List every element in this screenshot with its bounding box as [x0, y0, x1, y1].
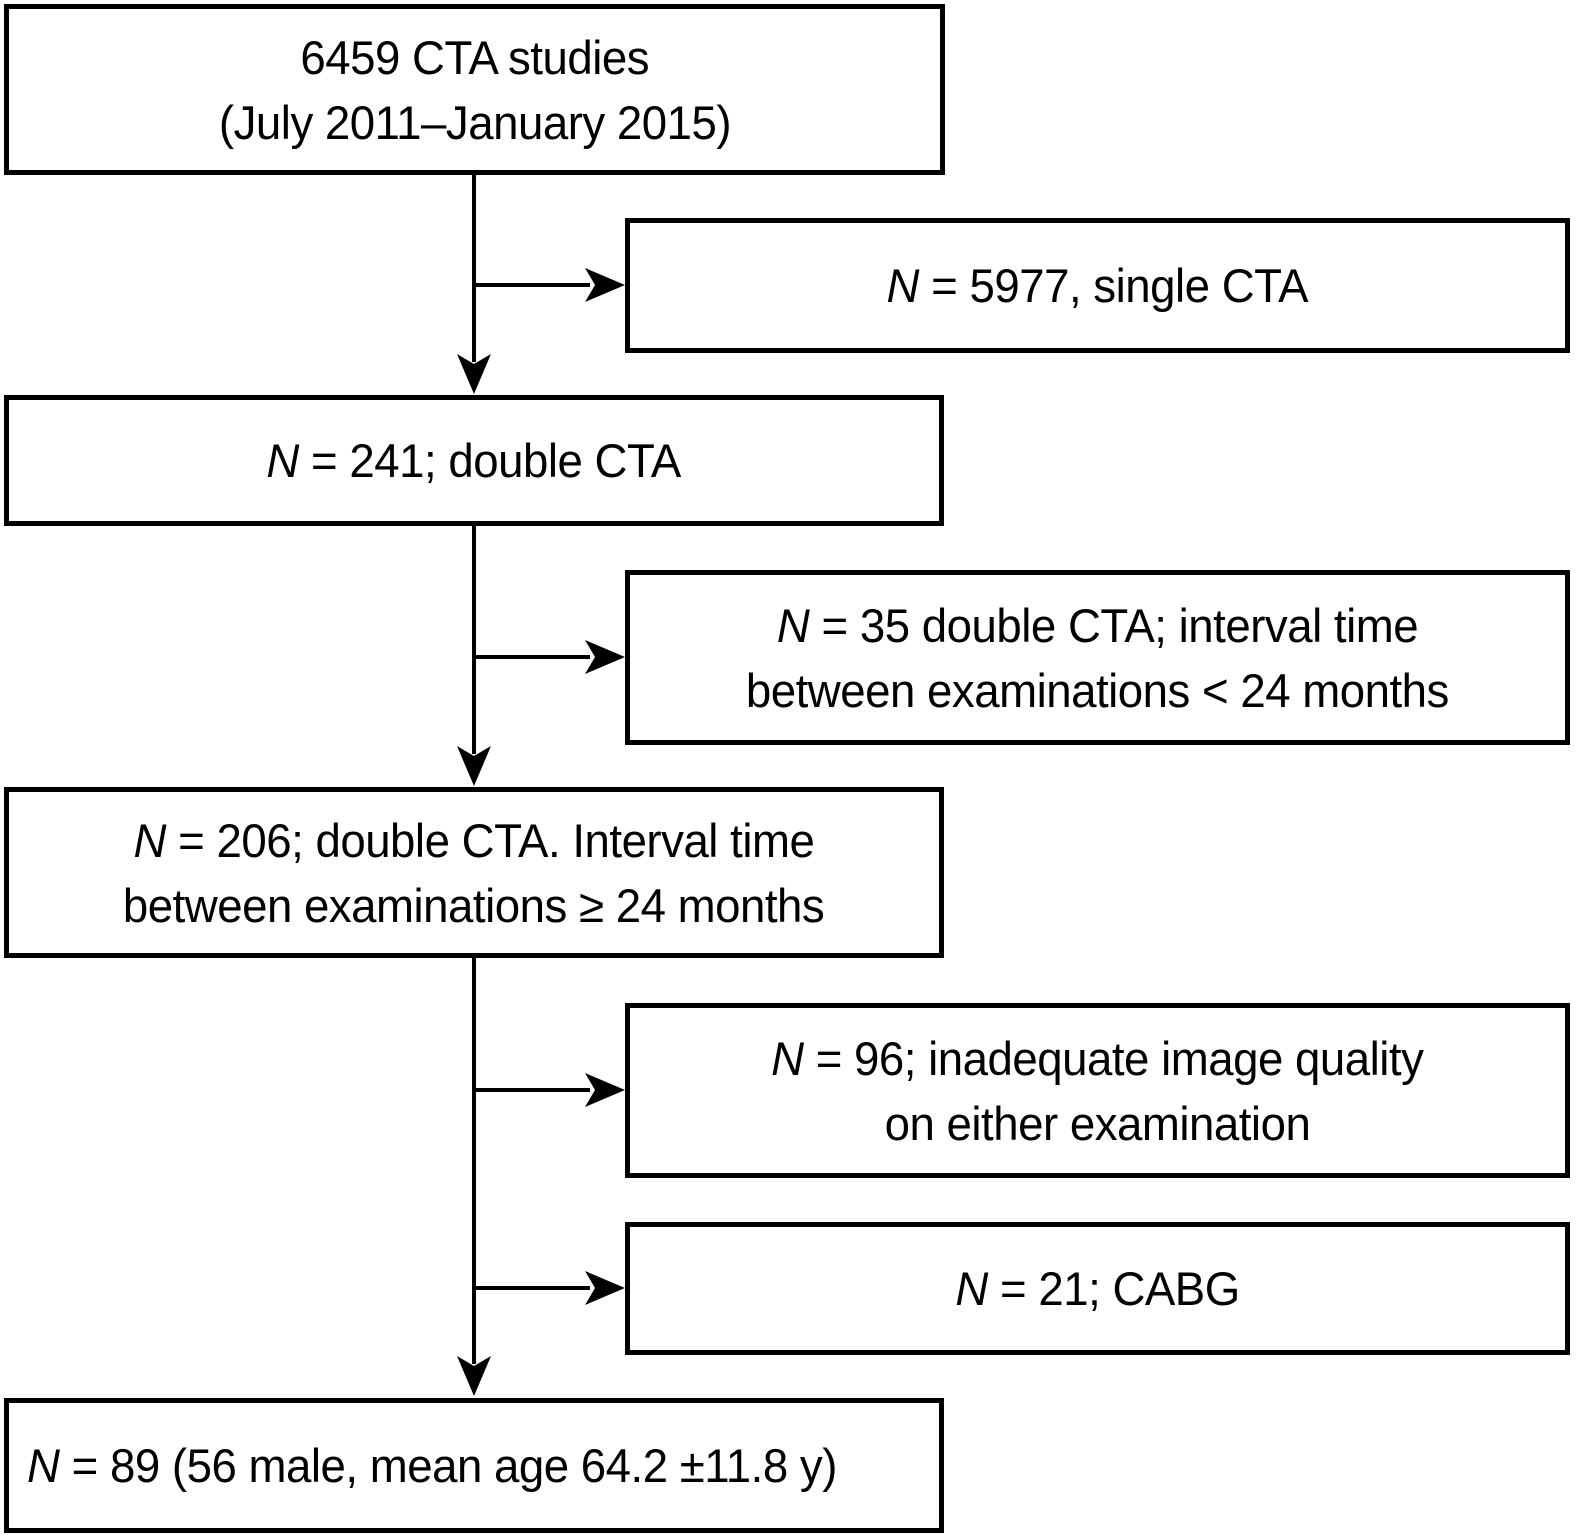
- node-text: = 35 double CTA; interval time: [809, 598, 1419, 652]
- node-text-line: N = 241; double CTA: [266, 428, 682, 493]
- node-text-line: N = 35 double CTA; interval time: [776, 593, 1419, 658]
- node-text-line: between examinations ≥ 24 months: [123, 873, 825, 938]
- node-total-cta-studies: 6459 CTA studies (July 2011–January 2015…: [4, 4, 945, 175]
- node-text: on either examination: [884, 1096, 1311, 1150]
- node-text-line: N = 5977, single CTA: [887, 253, 1309, 318]
- n-symbol: N: [771, 1031, 804, 1085]
- node-single-cta: N = 5977, single CTA: [625, 218, 1570, 353]
- arrowhead-right-4: [585, 1271, 625, 1305]
- n-symbol: N: [266, 434, 300, 487]
- node-text: = 241; double CTA: [299, 434, 682, 487]
- arrowhead-right-1: [585, 268, 625, 302]
- node-long-interval: N = 206; double CTA. Interval time betwe…: [4, 787, 944, 958]
- node-text: between examinations ≥ 24 months: [123, 878, 825, 932]
- node-text-line: N = 206; double CTA. Interval time: [134, 808, 815, 873]
- node-text-line: between examinations < 24 months: [746, 658, 1449, 723]
- node-text-line: N = 89 (56 male, mean age 64.2 ±11.8 y): [27, 1433, 837, 1498]
- n-symbol: N: [776, 598, 810, 652]
- node-text-line: (July 2011–January 2015): [218, 90, 731, 155]
- arrowhead-right-3: [585, 1073, 625, 1107]
- node-final-cohort: N = 89 (56 male, mean age 64.2 ±11.8 y): [4, 1398, 944, 1533]
- node-text: between examinations < 24 months: [746, 663, 1449, 717]
- node-text-line: N = 21; CABG: [955, 1256, 1240, 1321]
- node-text: = 89 (56 male, mean age 64.2 ±11.8 y): [59, 1439, 838, 1492]
- node-text-line: 6459 CTA studies: [300, 25, 649, 90]
- node-text: = 5977, single CTA: [919, 259, 1309, 312]
- n-symbol: N: [133, 813, 167, 867]
- node-text: 6459 CTA studies: [300, 30, 649, 84]
- arrowhead-down-3: [457, 1356, 491, 1396]
- node-text: = 96; inadequate image quality: [803, 1031, 1424, 1085]
- node-text: = 206; double CTA. Interval time: [166, 813, 815, 867]
- arrowhead-down-1: [457, 354, 491, 394]
- node-excluded-short-interval: N = 35 double CTA; interval time between…: [625, 570, 1570, 745]
- node-text-line: N = 96; inadequate image quality: [771, 1026, 1424, 1091]
- n-symbol: N: [27, 1439, 60, 1492]
- n-symbol: N: [955, 1262, 988, 1315]
- node-excluded-image-quality: N = 96; inadequate image quality on eith…: [625, 1003, 1570, 1178]
- n-symbol: N: [886, 259, 920, 312]
- node-excluded-cabg: N = 21; CABG: [625, 1222, 1570, 1355]
- arrowhead-down-2: [457, 746, 491, 786]
- arrowhead-right-2: [585, 640, 625, 674]
- node-text: = 21; CABG: [987, 1262, 1240, 1315]
- node-text: (July 2011–January 2015): [218, 95, 731, 149]
- node-text-line: on either examination: [885, 1091, 1311, 1156]
- node-double-cta: N = 241; double CTA: [4, 395, 944, 526]
